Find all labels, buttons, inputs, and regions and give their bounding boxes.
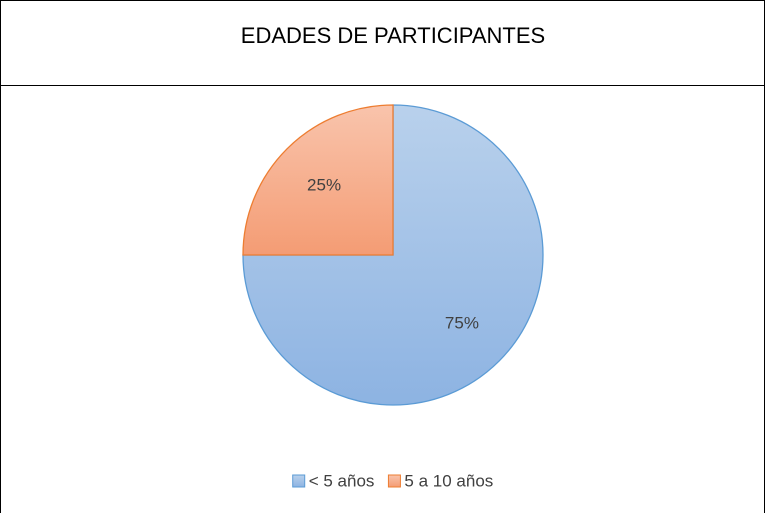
pie-slice [242,104,544,406]
pie-slice [242,104,394,256]
data-label: 25% [307,176,341,195]
data-label: 75% [445,313,479,332]
legend-swatch [292,474,306,488]
legend-label: 5 a 10 años [404,471,493,490]
chart-title: EDADES DE PARTICIPANTES [241,23,545,48]
legend-swatch [387,474,401,488]
legend-label: < 5 años [309,471,375,490]
